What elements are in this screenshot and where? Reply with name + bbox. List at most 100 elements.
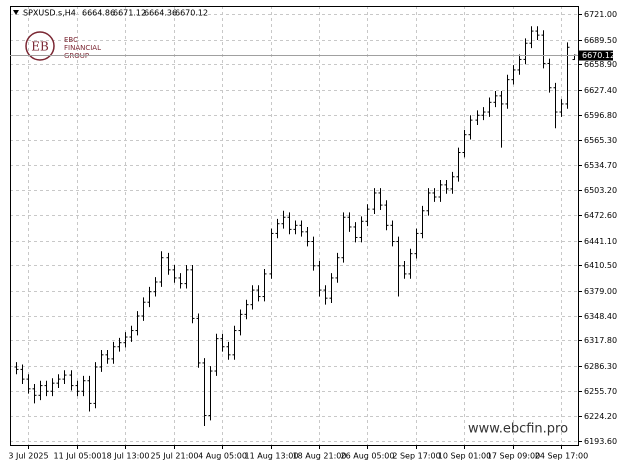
ohlc-bar [135,311,140,336]
ohlc-bar [117,337,122,352]
ohlc-bar [220,333,225,352]
ohlc-bar [44,380,49,397]
ohlc-bar [56,374,61,389]
ohlc-bar [553,82,558,129]
ohlc-bar [365,204,370,227]
ohlc-bar [238,309,243,336]
ohlc-bar [141,297,146,321]
collapse-arrow[interactable] [13,10,19,15]
ohlc-bar [475,110,480,125]
ohlc-bar [14,362,19,375]
ohlc-bar [105,349,110,364]
x-tick-label: 24 Sep 17:00 [535,452,588,461]
ohlc-bar [335,252,340,283]
grid [10,6,578,445]
y-tick-label: 6224.20 [584,412,617,421]
y-tick-label: 6658.90 [584,60,617,69]
ohlc-bar [214,333,219,376]
ohlc-bar [159,251,164,287]
ohlc-bar [293,220,298,235]
x-tick-label: 17 Sep 09:00 [487,452,540,461]
ohlc-bar [244,299,249,320]
ohlc-bar [529,26,534,49]
ohlc-bar [341,212,346,263]
ohlc-bar [402,260,407,279]
ohlc-bar [311,236,316,271]
logo-text: FINANCIAL [64,44,101,52]
ohlc-bar [202,358,207,427]
symbol: SPXUSD.s,H4 [23,9,76,18]
x-tick-label: 4 Aug 05:00 [198,452,247,461]
ohlc-bar [511,65,516,85]
ohlc-bar [547,58,552,93]
header-value: 6664.86 [82,9,115,18]
y-tick-label: 6565.30 [584,136,617,145]
y-tick-label: 6410.50 [584,261,617,270]
ohlc-bar [129,325,134,342]
ohlc-bar [426,188,431,216]
ohlc-bar [414,228,419,259]
header-value: 6670.12 [175,9,208,18]
ohlc-bar [232,325,237,360]
ohlc-bar [456,147,461,182]
ohlc-bar [353,222,358,243]
current-price-box [579,50,613,61]
ohlc-bar [517,54,522,75]
x-tick-label: 18 Aug 21:00 [293,452,347,461]
ohlc-bar [450,171,455,194]
ohlc-bar [87,375,92,412]
x-tick-label: 10 Sep 01:00 [438,452,491,461]
logo-text: EBC [64,36,78,44]
ohlc-bar [184,264,189,289]
ohlc-bar [408,248,413,279]
ohlc-bar [190,264,195,324]
watermark: www.ebcfin.pro [468,422,568,437]
ohlc-bar [559,99,564,117]
current-price-label: 6670.12 [582,51,615,60]
y-tick-label: 6348.40 [584,312,617,321]
y-tick-label: 6627.40 [584,86,617,95]
x-tick-label: 25 Jul 21:00 [151,452,199,461]
y-tick-label: 6721.00 [584,10,617,19]
x-tick-label: 18 Jul 13:00 [102,452,150,461]
ohlc-bar [123,332,128,348]
ohlc-bar [250,285,255,310]
ohlc-bar [62,370,67,384]
ohlc-bar [541,30,546,69]
ohlc-bar [32,383,37,404]
ohlc-bar [323,285,328,305]
ohlc-bar [523,38,528,65]
header-value: 6671.12 [113,9,146,18]
ohlc-bar [196,313,201,368]
x-tick-label: 3 Jul 2025 [8,452,48,461]
ohlc-bar [384,200,389,231]
ohlc-bar [468,115,473,140]
y-tick-label: 6503.20 [584,186,617,195]
ohlc-bar [444,180,449,194]
ohlc-bar [481,107,486,121]
bars [14,26,577,427]
plot-frame [10,6,579,446]
ohlc-bar [317,260,322,297]
ohlc-bar [505,74,510,109]
ohlc-bar [281,210,286,229]
ohlc-bar [299,220,304,237]
ohlc-bar [256,285,261,302]
ohlc-bar [50,378,55,397]
ohlc-bar [305,226,310,247]
ohlc-bar [81,375,86,397]
logo-mark: EB [31,40,49,54]
ohlc-bar [226,341,231,360]
header-value: 6664.36 [144,9,177,18]
ohlc-bar [275,218,280,239]
x-tick-label: 11 Aug 13:00 [245,452,299,461]
ohlc-bar [487,97,492,117]
ohlc-bar [499,90,504,148]
ohlc-bar [38,380,43,401]
ohlc-bar [329,273,334,304]
ohlc-bar [390,220,395,247]
ohlc-bar [69,370,74,391]
ohlc-bar [111,341,116,364]
